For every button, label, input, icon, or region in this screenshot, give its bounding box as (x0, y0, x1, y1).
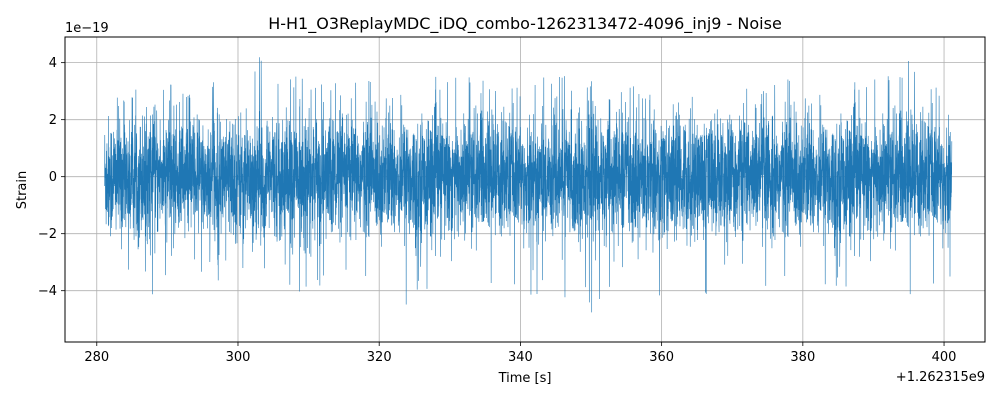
x-tick-label: 320 (367, 350, 392, 365)
noise-series (104, 57, 953, 313)
x-axis-label: Time [s] (498, 371, 552, 386)
x-axis: 280 300 320 340 360 380 400 (84, 342, 956, 365)
chart-title: H-H1_O3ReplayMDC_iDQ_combo-1262313472-40… (268, 14, 782, 34)
y-tick-label: 2 (49, 113, 57, 128)
y-tick-label: −2 (38, 227, 57, 242)
x-tick-label: 380 (790, 350, 815, 365)
x-tick-label: 340 (508, 350, 533, 365)
x-tick-label: 280 (84, 350, 109, 365)
y-scale-offset: 1e−19 (65, 21, 109, 36)
y-axis: −4 −2 0 2 4 (38, 56, 65, 299)
plot-frame (64, 36, 986, 343)
y-tick-label: 0 (49, 170, 57, 185)
y-tick-label: 4 (49, 56, 57, 71)
y-tick-label: −4 (38, 284, 57, 299)
x-tick-label: 360 (649, 350, 674, 365)
x-tick-label: 400 (932, 350, 957, 365)
x-tick-label: 300 (226, 350, 251, 365)
x-axis-offset: +1.262315e9 (896, 370, 985, 385)
series-line (104, 57, 953, 313)
y-axis-label: Strain (15, 171, 30, 210)
